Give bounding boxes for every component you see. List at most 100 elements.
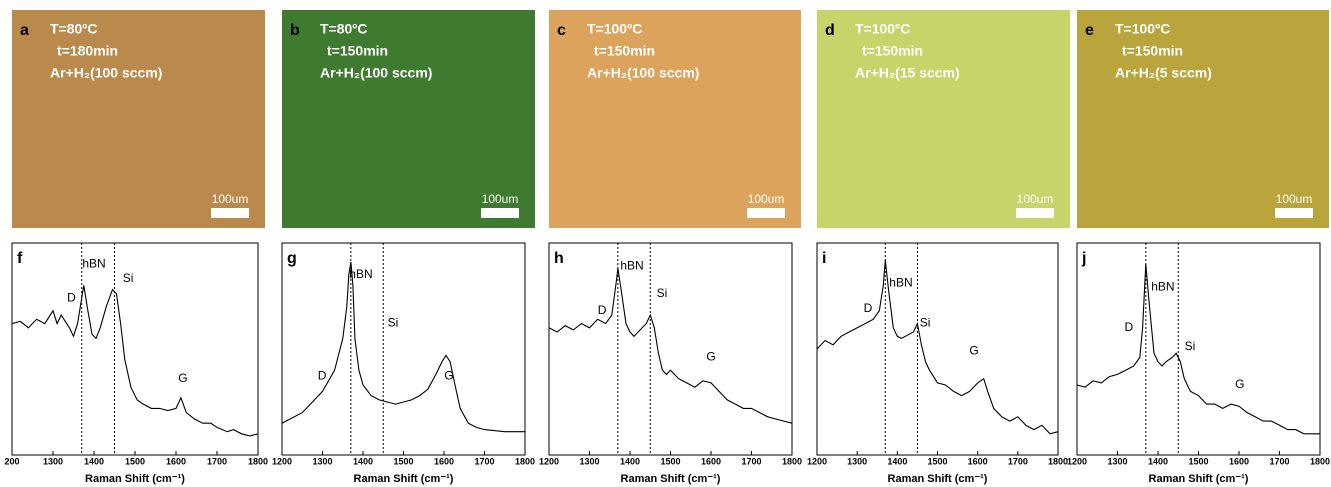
x-tick-label: 1700 xyxy=(207,456,227,466)
peak-label: Si xyxy=(123,271,134,285)
gas: Ar+H₂(5 sccm) xyxy=(1115,65,1212,81)
x-axis-label: Raman Shift (cm⁻¹) xyxy=(1149,473,1249,485)
scale-bar xyxy=(481,208,519,218)
plot-frame xyxy=(1077,243,1320,455)
panel-letter: e xyxy=(1085,22,1094,39)
x-tick-label: 1500 xyxy=(927,456,947,466)
peak-label: Si xyxy=(657,286,668,300)
x-tick-label: 1700 xyxy=(1008,456,1028,466)
peak-label: D xyxy=(1125,320,1134,334)
peak-label: Si xyxy=(1185,339,1196,353)
x-tick-label: 200 xyxy=(4,456,19,466)
plot-frame xyxy=(282,243,525,455)
x-tick-label: 1500 xyxy=(1188,456,1208,466)
plot-frame xyxy=(549,243,792,455)
x-tick-label: 1300 xyxy=(43,456,63,466)
time: t=150min xyxy=(594,43,655,59)
panel-letter: i xyxy=(822,250,826,267)
plot-frame xyxy=(817,243,1058,455)
peak-label: hBN xyxy=(1151,280,1174,294)
peak-label: hBN xyxy=(889,275,912,289)
x-tick-label: 1300 xyxy=(1107,456,1127,466)
panel-letter: f xyxy=(17,250,23,267)
peak-label: hBN xyxy=(82,256,105,270)
scale-label: 100um xyxy=(482,192,519,206)
peak-label: G xyxy=(1235,377,1244,391)
scale-label: 100um xyxy=(1276,192,1313,206)
x-tick-label: 1200 xyxy=(807,456,827,466)
peak-label: Si xyxy=(388,316,399,330)
x-tick-label: 1400 xyxy=(887,456,907,466)
x-tick-label: 1600 xyxy=(434,456,454,466)
x-tick-label: 1200 xyxy=(272,456,292,466)
x-tick-label: 1400 xyxy=(620,456,640,466)
gas: Ar+H₂(100 sccm) xyxy=(587,65,699,81)
x-tick-label: 1800 xyxy=(1310,456,1330,466)
peak-label: G xyxy=(178,371,187,385)
scale-label: 100um xyxy=(1017,192,1054,206)
time: t=180min xyxy=(57,43,118,59)
temperature: T=80ºC xyxy=(50,21,98,37)
time: t=150min xyxy=(1122,43,1183,59)
panel-letter: g xyxy=(287,250,297,267)
x-axis-label: Raman Shift (cm⁻¹) xyxy=(621,473,721,485)
x-tick-label: 1700 xyxy=(741,456,761,466)
time: t=150min xyxy=(862,43,923,59)
x-tick-label: 1800 xyxy=(1048,456,1068,466)
temperature: T=100ºC xyxy=(587,21,642,37)
peak-label: G xyxy=(444,369,453,383)
x-tick-label: 1700 xyxy=(1269,456,1289,466)
peak-label: D xyxy=(67,290,76,304)
x-tick-label: 1300 xyxy=(312,456,332,466)
panel-letter: j xyxy=(1081,250,1086,267)
x-tick-label: 1600 xyxy=(166,456,186,466)
spectrum-line xyxy=(12,285,258,436)
x-tick-label: 1400 xyxy=(84,456,104,466)
scale-label: 100um xyxy=(212,192,249,206)
spectrum-line xyxy=(1077,264,1320,434)
peak-label: G xyxy=(969,343,978,357)
x-axis-label: Raman Shift (cm⁻¹) xyxy=(888,473,988,485)
x-tick-label: 1800 xyxy=(248,456,268,466)
peak-label: hBN xyxy=(620,258,643,272)
x-tick-label: 1500 xyxy=(125,456,145,466)
spectrum-line xyxy=(282,262,525,432)
gas: Ar+H₂(100 sccm) xyxy=(320,65,432,81)
temperature: T=100ºC xyxy=(1115,21,1170,37)
gas: Ar+H₂(100 sccm) xyxy=(50,65,162,81)
x-tick-label: 1800 xyxy=(782,456,802,466)
peak-label: hBN xyxy=(349,267,372,281)
x-axis-label: Raman Shift (cm⁻¹) xyxy=(85,473,185,485)
spectrum-line xyxy=(549,268,792,423)
panel-letter: a xyxy=(20,22,29,39)
scale-bar xyxy=(211,208,249,218)
time: t=150min xyxy=(327,43,388,59)
x-tick-label: 1300 xyxy=(847,456,867,466)
plot-frame xyxy=(12,243,258,455)
x-tick-label: 1500 xyxy=(393,456,413,466)
x-tick-label: 1300 xyxy=(579,456,599,466)
temperature: T=100ºC xyxy=(855,21,910,37)
x-tick-label: 1200 xyxy=(1067,456,1087,466)
x-tick-label: 1400 xyxy=(1148,456,1168,466)
peak-label: D xyxy=(864,301,873,315)
panel-letter: h xyxy=(554,250,564,267)
x-tick-label: 1400 xyxy=(353,456,373,466)
x-tick-label: 1600 xyxy=(968,456,988,466)
peak-label: Si xyxy=(920,316,931,330)
x-tick-label: 1500 xyxy=(660,456,680,466)
scale-bar xyxy=(1016,208,1054,218)
scale-bar xyxy=(747,208,785,218)
scale-bar xyxy=(1275,208,1313,218)
peak-label: D xyxy=(598,303,607,317)
x-tick-label: 1700 xyxy=(474,456,494,466)
spectrum-line xyxy=(817,260,1058,434)
x-tick-label: 1800 xyxy=(515,456,535,466)
peak-label: G xyxy=(706,350,715,364)
scale-label: 100um xyxy=(748,192,785,206)
panel-letter: b xyxy=(290,22,300,39)
temperature: T=80ºC xyxy=(320,21,368,37)
peak-label: D xyxy=(318,369,327,383)
x-axis-label: Raman Shift (cm⁻¹) xyxy=(354,473,454,485)
panel-letter: c xyxy=(557,22,566,39)
